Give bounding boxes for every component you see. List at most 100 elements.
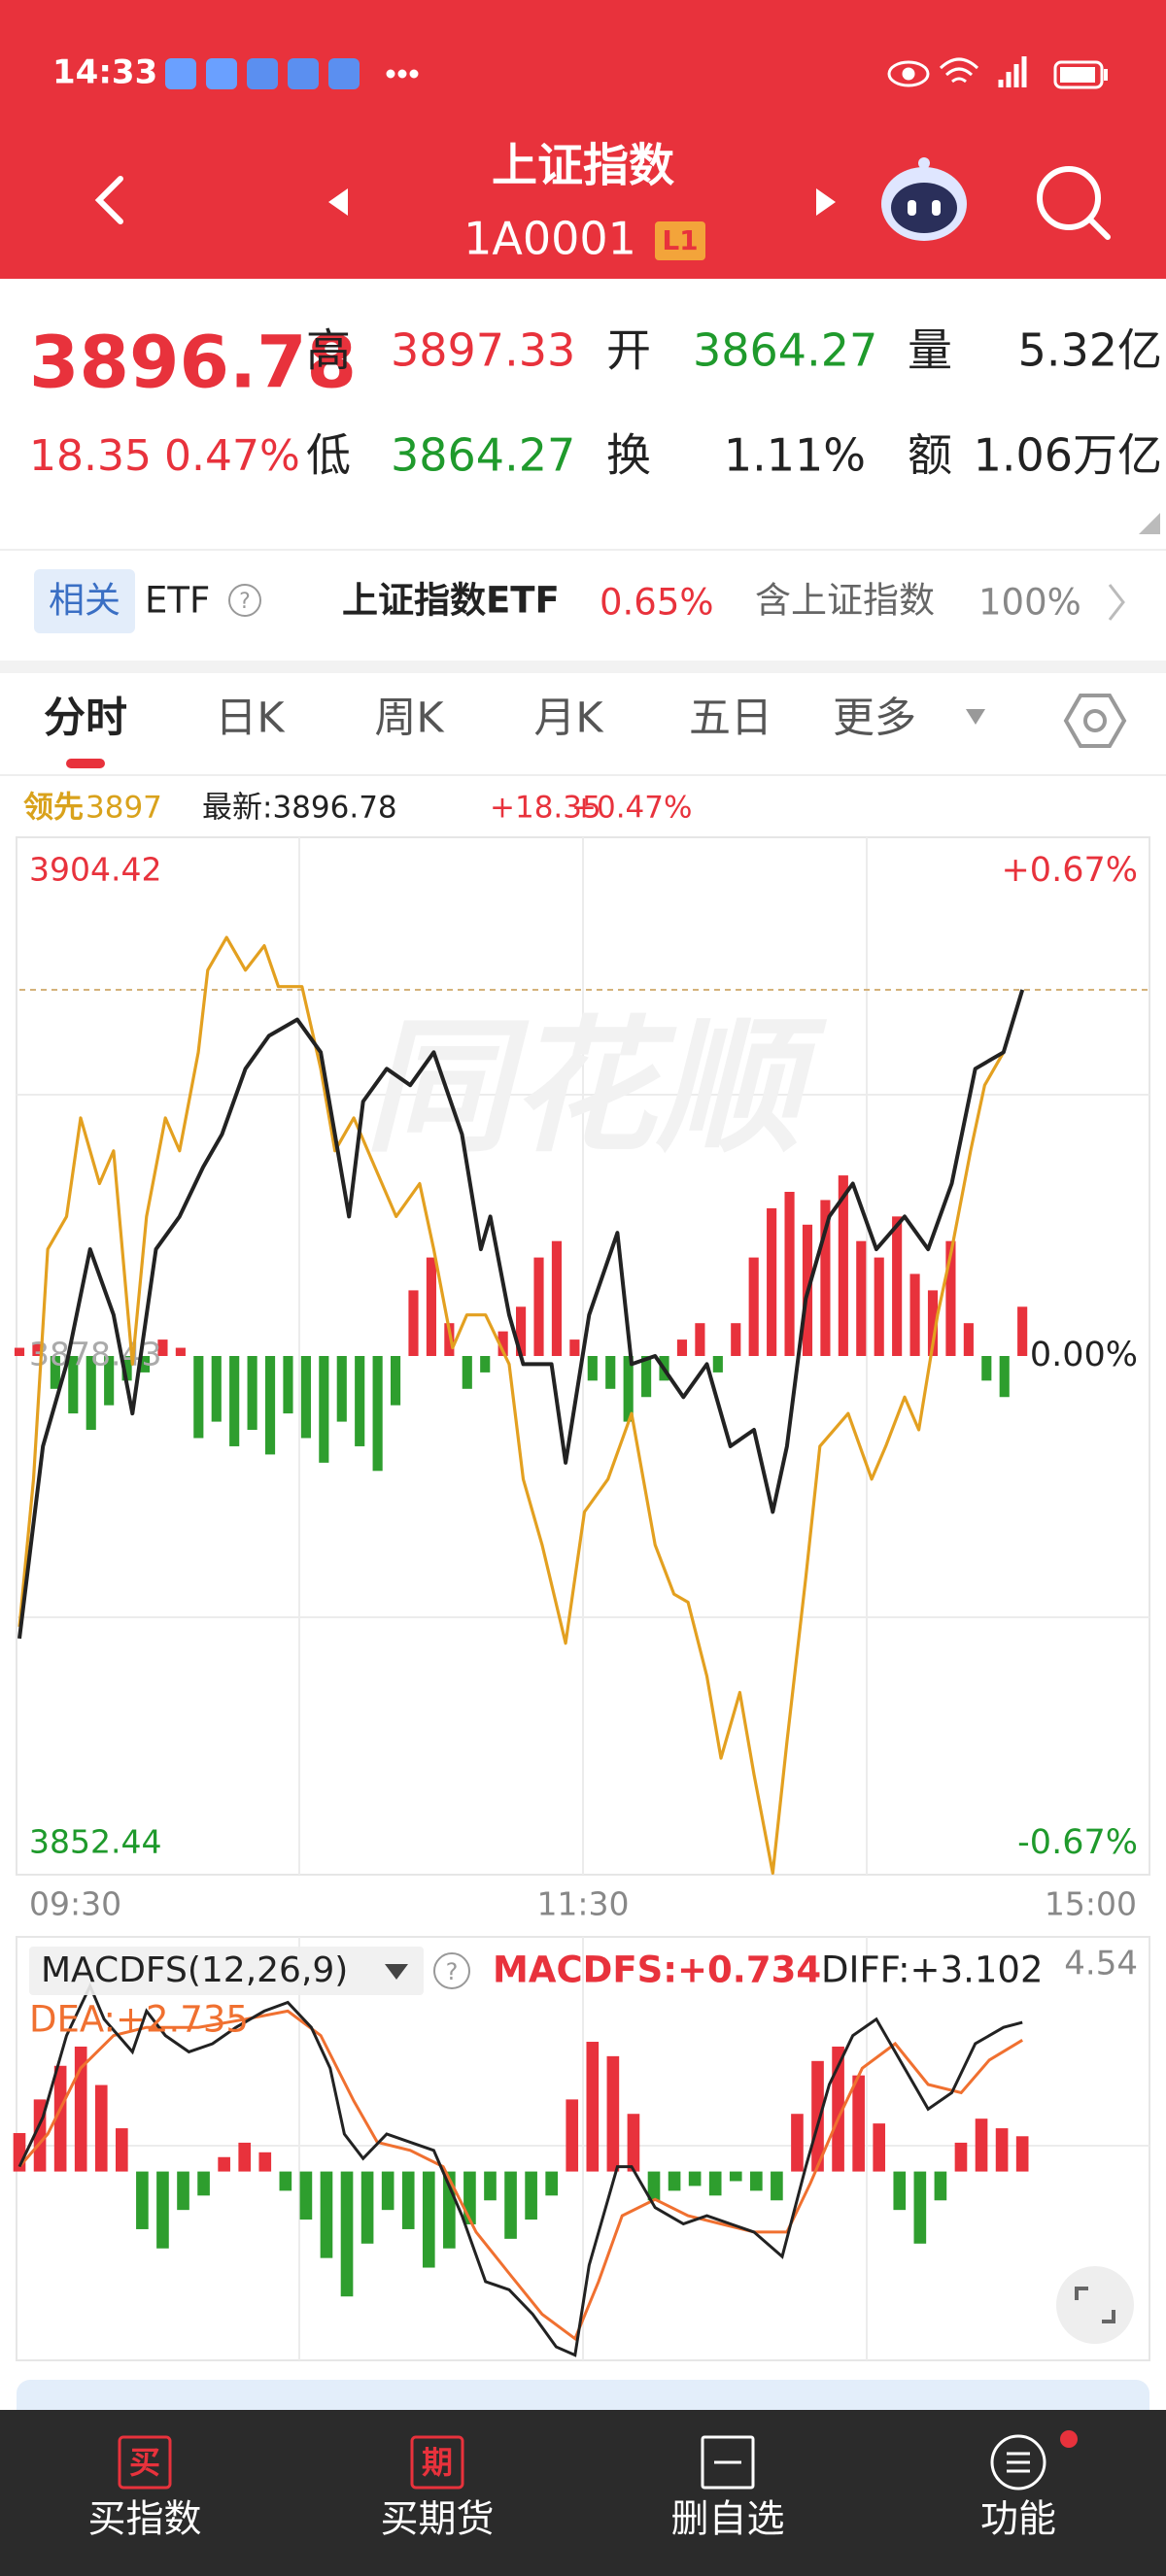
- tab-underline: [66, 759, 105, 768]
- related-tag-bg: [34, 569, 135, 633]
- breadth-bar: [641, 1356, 652, 1398]
- holding-pct: 100%: [978, 582, 1081, 624]
- macd-bar: [136, 2171, 149, 2229]
- nav-badge: [1060, 2430, 1078, 2448]
- breadth-bar: [874, 1257, 884, 1356]
- etf-change: 0.65%: [600, 582, 714, 624]
- breadth-bar: [587, 1356, 598, 1381]
- macd-bar: [606, 2055, 620, 2172]
- chart-grid: [17, 837, 1149, 1875]
- field-label: 额: [908, 429, 952, 482]
- breadth-bar: [319, 1356, 329, 1463]
- header-bg: [0, 0, 1166, 279]
- macd-help-glyph: ?: [446, 1958, 459, 1985]
- breadth-bar: [247, 1356, 257, 1431]
- macd-help[interactable]: [433, 1952, 470, 1989]
- price: 3896.78: [29, 322, 357, 405]
- expand-corner[interactable]: [1139, 513, 1160, 534]
- nav-icon: [410, 2435, 464, 2490]
- macd-bar: [566, 2099, 579, 2172]
- related-row[interactable]: 相关 ETF ? 上证指数ETF 0.65% 含上证指数 100%: [34, 569, 1125, 633]
- macd-value: MACDFS:+0.734: [493, 1949, 821, 1991]
- breadth-bar: [355, 1356, 365, 1446]
- field-label: 高: [306, 324, 351, 377]
- next-button[interactable]: [816, 188, 836, 216]
- price-axis-label: 3852.44: [29, 1823, 161, 1861]
- macd-bar: [873, 2123, 886, 2172]
- macd-bar: [668, 2171, 681, 2191]
- breadth-bar: [748, 1257, 759, 1356]
- macd-selector-bg[interactable]: [29, 1947, 424, 1995]
- diff-line: [17, 1982, 1023, 2357]
- macd-top-label: 4.54: [1064, 1945, 1138, 1983]
- section-gap: [0, 661, 1166, 673]
- header-title: 上证指数: [492, 140, 674, 193]
- breadth-bar: [211, 1356, 222, 1422]
- breadth-bar: [283, 1356, 293, 1414]
- macd-bar: [913, 2171, 927, 2244]
- macd-bar: [832, 2046, 844, 2172]
- tab[interactable]: 分时: [44, 695, 127, 743]
- field-value: 3864.27: [693, 324, 877, 377]
- breadth-bar: [157, 1339, 168, 1356]
- tab[interactable]: 更多: [833, 695, 916, 743]
- breadth-bar: [551, 1240, 563, 1356]
- tab[interactable]: 周K: [374, 695, 445, 743]
- nav-label: 功能: [980, 2498, 1056, 2542]
- back-button[interactable]: [94, 176, 123, 224]
- macd-bar: [975, 2118, 988, 2172]
- breadth-bar: [516, 1306, 527, 1356]
- breadth-bar: [426, 1257, 436, 1356]
- chevron: [1108, 584, 1125, 621]
- macd-bar: [708, 2171, 722, 2196]
- breadth-bar: [390, 1356, 401, 1406]
- assistant-button[interactable]: [881, 157, 967, 241]
- macd-bar: [279, 2171, 292, 2191]
- breadth-bar: [336, 1356, 347, 1422]
- settings-button[interactable]: [1063, 694, 1127, 748]
- time-label: 09:30: [29, 1885, 121, 1923]
- tab[interactable]: 五日: [689, 695, 772, 743]
- etf-name: 上证指数ETF: [342, 580, 560, 622]
- breadth-bar: [264, 1356, 276, 1455]
- breadth-bar: [767, 1207, 777, 1356]
- macd-bar: [627, 2114, 640, 2172]
- field-label: 低: [306, 429, 351, 482]
- info-line: 领先 3897 最新:3896.78 +18.35 +0.47%: [23, 791, 692, 826]
- prev-button[interactable]: [328, 188, 348, 216]
- pct-axis-label: 0.00%: [1030, 1336, 1138, 1374]
- breadth-bar: [68, 1356, 79, 1414]
- macd-bar: [688, 2171, 702, 2186]
- macd-dropdown[interactable]: [385, 1964, 408, 1980]
- macd-bar: [852, 2075, 865, 2172]
- macd-bar: [586, 2042, 600, 2172]
- nav-icon: [701, 2435, 755, 2490]
- fullscreen-button[interactable]: [1056, 2266, 1134, 2344]
- search-button[interactable]: [1037, 166, 1111, 240]
- holding-label: 含上证指数: [755, 580, 935, 622]
- breadth-bar: [229, 1356, 240, 1446]
- breadth-bar: [856, 1240, 867, 1356]
- header-code: 1A0001: [463, 213, 636, 265]
- breadth-bar: [14, 1347, 25, 1356]
- tab[interactable]: 月K: [533, 695, 604, 743]
- watermark: 同花顺: [364, 1003, 828, 1172]
- breadth-bar: [193, 1356, 204, 1439]
- tab[interactable]: 日K: [215, 695, 286, 743]
- nav-item[interactable]: 功能: [980, 2430, 1078, 2542]
- breadth-bar: [999, 1356, 1010, 1398]
- pct-axis-label: -0.67%: [1017, 1823, 1138, 1862]
- help-icon[interactable]: [228, 584, 261, 617]
- field-value: 1.11%: [724, 429, 866, 482]
- info-change-pct: +0.47%: [571, 791, 692, 826]
- field-value: 3864.27: [391, 429, 575, 482]
- level-badge: L1: [662, 224, 698, 256]
- quote-fields: 高 3897.33 开 3864.27 量 5.32亿 低 3864.27 换 …: [306, 324, 1162, 482]
- breadth-bar: [533, 1257, 544, 1356]
- diff-value: DIFF:+3.102: [821, 1949, 1044, 1991]
- nav-item[interactable]: 删自选: [670, 2435, 785, 2542]
- nav-label: 买期货: [380, 2498, 494, 2542]
- breadth-bar: [480, 1356, 491, 1373]
